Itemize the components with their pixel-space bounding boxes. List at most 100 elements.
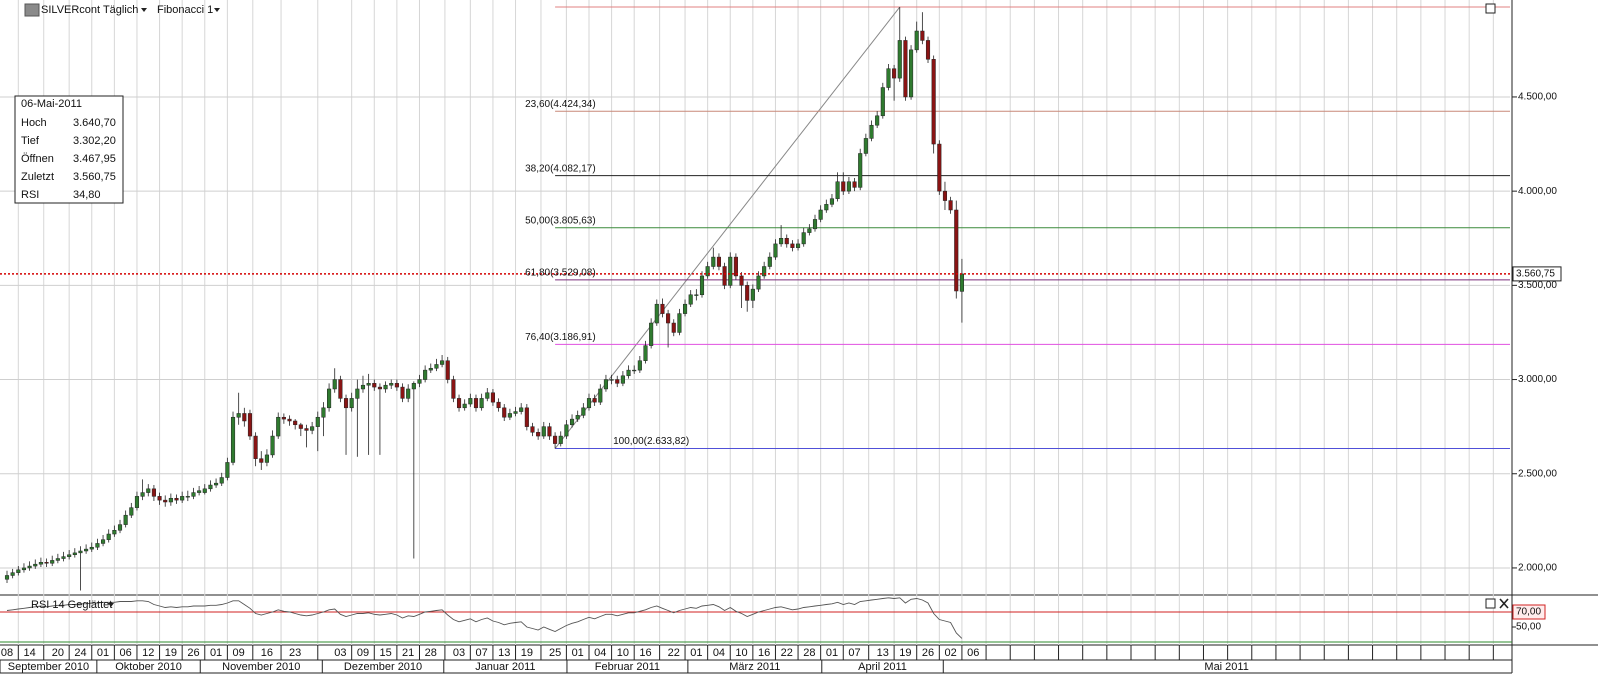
info-label: Zuletzt	[21, 171, 54, 183]
study-menu[interactable]: Fibonacci 1	[157, 4, 213, 16]
candle-body	[728, 256, 733, 286]
y-tick-label: 70,00	[1516, 607, 1541, 618]
candle-body	[27, 565, 32, 569]
candle-body	[507, 413, 512, 418]
last-price-label: 3.560,75	[1516, 269, 1555, 280]
x-tick-label: 23	[289, 647, 301, 659]
candle-body	[400, 386, 405, 399]
candle-body	[202, 488, 207, 493]
candle-body	[38, 562, 43, 565]
candle-body	[462, 403, 467, 409]
x-tick-label: 01	[210, 647, 222, 659]
candle-body	[801, 232, 806, 245]
candle-body	[880, 87, 885, 117]
candle-body	[185, 496, 190, 498]
x-tick-label: 26	[187, 647, 199, 659]
candle-body	[914, 30, 919, 51]
candle-body	[191, 492, 196, 497]
candle-body	[677, 313, 682, 333]
candle-body	[451, 379, 456, 399]
candle-body	[230, 416, 236, 463]
x-tick-label: 24	[74, 647, 86, 659]
candle-body	[756, 275, 761, 290]
candle-body	[660, 303, 665, 314]
x-tick-label: 06	[120, 647, 132, 659]
dropdown-arrow[interactable]	[141, 8, 147, 12]
candle-body	[581, 407, 586, 416]
candle-body	[773, 243, 778, 258]
candle-body	[903, 40, 908, 98]
instrument-icon[interactable]	[24, 3, 40, 17]
candle-body	[530, 426, 535, 433]
y-tick-label: 2.000,00	[1518, 563, 1557, 574]
candle-body	[123, 514, 128, 525]
maximize-button[interactable]	[1485, 598, 1496, 609]
x-tick-label: 19	[521, 647, 533, 659]
candle-body	[16, 569, 21, 573]
x-tick-label: 03	[334, 647, 346, 659]
close-button[interactable]	[1499, 598, 1509, 609]
candle-body	[767, 256, 772, 267]
instrument-menu[interactable]: SILVERcont Täglich	[41, 4, 138, 16]
month-label: Oktober 2010	[115, 661, 182, 673]
candle-body	[603, 379, 608, 390]
candle-body	[21, 567, 27, 571]
candle-body	[948, 200, 953, 211]
x-tick-label: 15	[379, 647, 391, 659]
info-label: Hoch	[21, 117, 47, 129]
candle-body	[236, 413, 241, 418]
candle-body	[490, 392, 495, 403]
candle-body	[468, 398, 473, 405]
candle-body	[852, 181, 857, 188]
overlay-layer: SILVERcont Täglich Fibonacci 1 06-Mai-20…	[1, 3, 1562, 673]
x-tick-label: 21	[402, 647, 414, 659]
month-label: März 2011	[729, 661, 780, 673]
candle-body	[682, 303, 688, 314]
candle-body	[716, 256, 722, 267]
candle-body	[95, 543, 100, 548]
candle-body	[626, 369, 631, 377]
maximize-button[interactable]	[1485, 3, 1496, 14]
candle-body	[180, 496, 185, 501]
candle-body	[327, 388, 332, 409]
candle-body	[10, 572, 15, 576]
candle-body	[954, 209, 959, 292]
candle-body	[502, 407, 507, 418]
candle-body	[688, 294, 693, 305]
candle-body	[733, 256, 738, 277]
dropdown-arrow[interactable]	[214, 8, 220, 12]
month-label: September 2010	[8, 661, 89, 673]
fib-level-label: 23,60(4.424,34)	[525, 99, 596, 110]
candle-body	[440, 360, 445, 365]
candle-body	[892, 68, 897, 79]
candle-body	[519, 407, 524, 412]
candle-body	[937, 143, 942, 192]
month-label: Januar 2011	[475, 661, 535, 673]
candle-body	[55, 558, 60, 561]
rsi-title[interactable]: RSI 14 Geglättet	[31, 599, 112, 611]
candle-body	[129, 507, 134, 516]
dropdown-arrow[interactable]	[108, 603, 114, 607]
candle-body	[72, 552, 77, 556]
candle-body	[219, 477, 224, 484]
tick-box	[1512, 604, 1546, 620]
x-tick-label: 16	[261, 647, 273, 659]
candle-body	[942, 190, 948, 201]
candle-body	[931, 59, 936, 145]
y-tick-label: 3.000,00	[1518, 374, 1557, 385]
candle-body	[310, 426, 315, 431]
candle-body	[417, 379, 422, 384]
last-price-box	[1512, 266, 1562, 282]
candle-body	[886, 68, 891, 88]
candle-body	[214, 482, 219, 486]
candle-body	[654, 303, 659, 324]
info-value: 34,80	[73, 189, 101, 201]
candle-body	[569, 418, 575, 426]
x-tick-label: 16	[758, 647, 770, 659]
fib-level-label: 50,00(3.805,63)	[525, 215, 596, 226]
candle-body	[496, 401, 501, 409]
x-tick-label: 04	[594, 647, 606, 659]
candle-body	[134, 496, 140, 508]
candle-body	[615, 379, 620, 384]
info-value: 3.467,95	[73, 153, 116, 165]
